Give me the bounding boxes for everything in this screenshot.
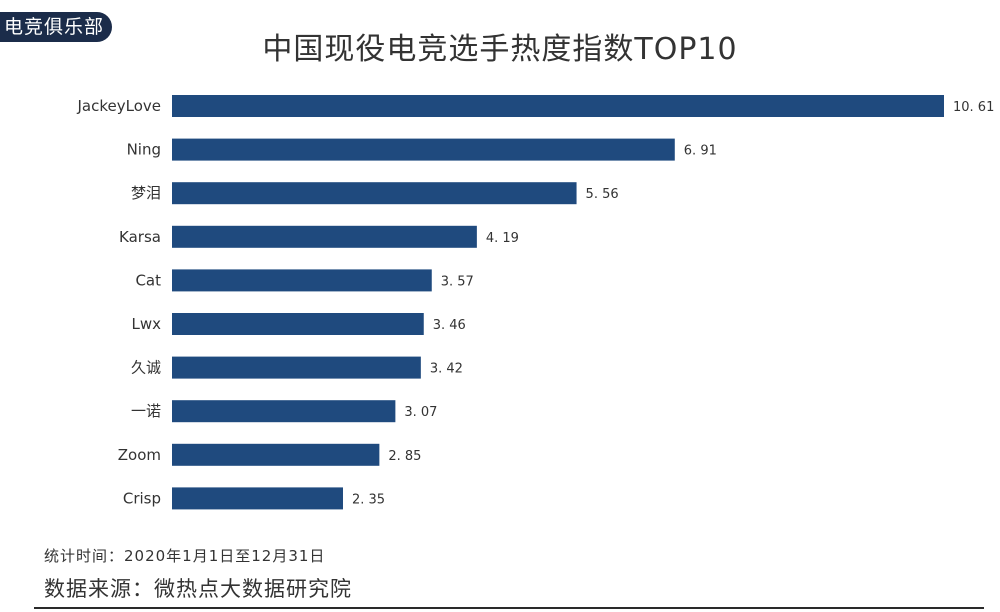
category-label: Ning [127,141,161,159]
club-badge: 电竞俱乐部 [0,12,113,42]
bar [172,95,944,117]
value-label: 3. 46 [433,318,466,333]
bar [172,313,424,335]
bar [172,356,421,379]
bar [172,487,343,510]
category-label: Karsa [119,228,161,246]
bar [172,138,675,161]
category-label: 梦泪 [131,184,161,202]
value-label: 2. 85 [388,449,421,464]
value-label: 3. 57 [441,274,474,289]
value-label: 5. 56 [586,187,619,202]
bar [172,400,396,423]
statistics-period: 统计时间：2020年1月1日至12月31日 [44,547,326,565]
bottom-divider [34,607,984,609]
bar [172,443,380,466]
value-label: 10. 61 [953,100,994,115]
chart-title: 中国现役电竞选手热度指数TOP10 [262,32,738,67]
category-label: 一诺 [131,402,161,420]
value-label: 3. 42 [430,362,463,377]
value-label: 4. 19 [486,231,519,246]
bar [172,182,577,205]
category-label: Zoom [118,446,161,464]
value-label: 2. 35 [352,492,385,507]
category-label: Lwx [131,315,161,333]
value-label: 6. 91 [684,144,717,159]
category-label: JackeyLove [77,97,162,115]
bar-chart: JackeyLove 10. 61 Ning 6. 91 梦泪 5. 56 Karsa 4. … [77,95,994,510]
bar [172,225,477,248]
data-source: 数据来源：微热点大数据研究院 [44,577,352,601]
category-label: Cat [135,271,161,289]
value-label: 3. 07 [404,405,437,420]
category-label: 久诚 [131,359,161,377]
category-label: Crisp [123,489,161,507]
bar [172,269,432,292]
